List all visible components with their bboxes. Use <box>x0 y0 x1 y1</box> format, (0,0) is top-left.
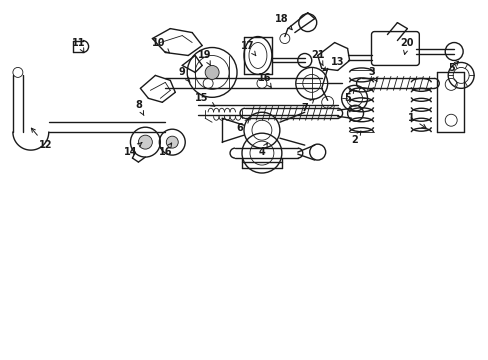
Text: 3: 3 <box>367 67 376 81</box>
Text: 5: 5 <box>447 61 457 73</box>
Text: 21: 21 <box>310 50 324 66</box>
Text: 1: 1 <box>407 113 425 128</box>
Text: 2: 2 <box>350 131 360 145</box>
Text: 7: 7 <box>301 99 313 113</box>
Text: 13: 13 <box>323 58 344 71</box>
Text: 15: 15 <box>195 93 214 106</box>
Text: 18: 18 <box>274 14 291 30</box>
Text: 4: 4 <box>258 143 267 157</box>
Text: 19: 19 <box>198 50 211 66</box>
Text: 8: 8 <box>135 100 143 116</box>
Circle shape <box>166 136 178 148</box>
Text: 16: 16 <box>258 73 271 87</box>
Text: 9: 9 <box>179 67 190 82</box>
Text: 11: 11 <box>72 37 85 53</box>
Circle shape <box>138 135 152 149</box>
Text: 10: 10 <box>151 37 169 53</box>
Text: 20: 20 <box>400 37 413 54</box>
Text: 12: 12 <box>31 128 52 150</box>
Text: 6: 6 <box>236 119 249 133</box>
Text: 17: 17 <box>241 41 255 56</box>
Text: 5: 5 <box>344 89 353 103</box>
Circle shape <box>205 66 219 80</box>
Text: 16: 16 <box>158 143 172 157</box>
Text: 14: 14 <box>123 143 142 157</box>
